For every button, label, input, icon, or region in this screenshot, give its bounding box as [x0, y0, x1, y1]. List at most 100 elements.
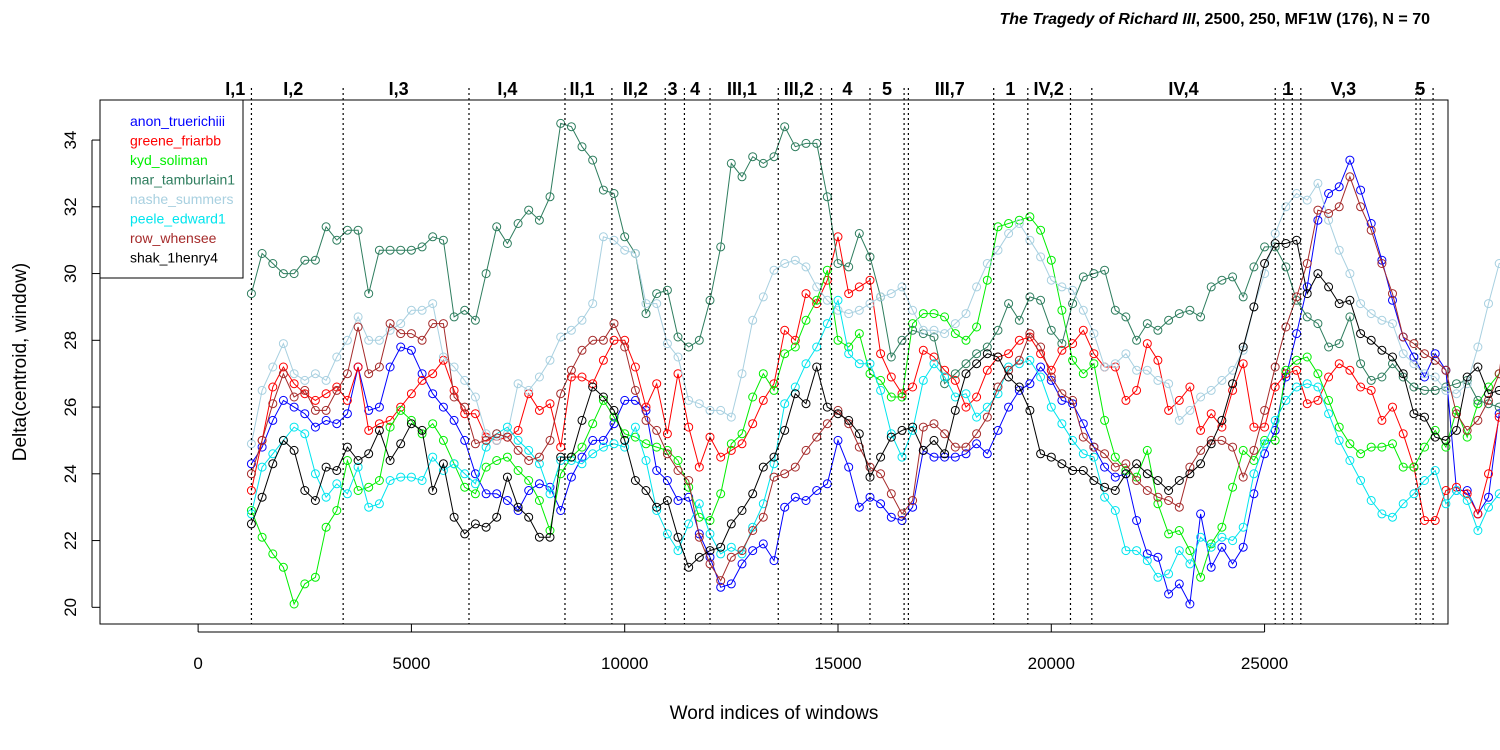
data-point-kyd_soliman-24 [502, 452, 512, 462]
data-point-kyd_soliman-110 [1420, 442, 1429, 452]
data-point-anon_truerichiii-102 [1334, 182, 1344, 192]
data-point-row_whensee-52 [801, 445, 811, 455]
data-point-greene_friarbb-110 [1420, 516, 1429, 525]
data-point-mar_tamburlain1-21 [470, 315, 480, 325]
data-point-kyd_soliman-6 [310, 572, 320, 582]
data-point-mar_tamburlain1-41 [684, 342, 694, 352]
data-point-row_whensee-10 [353, 322, 363, 332]
data-point-peele_edward1-28 [545, 489, 555, 499]
data-point-peele_edward1-89 [1196, 532, 1206, 542]
scene-label-18: 5 [1415, 79, 1425, 99]
data-point-peele_edward1-21 [470, 479, 480, 489]
data-point-anon_truerichiii-80 [1100, 462, 1110, 472]
data-point-mar_tamburlain1-58 [865, 252, 875, 262]
data-point-mar_tamburlain1-5 [300, 255, 310, 265]
data-point-mar_tamburlain1-101 [1324, 342, 1334, 352]
data-point-shak_1henry4-28 [545, 532, 555, 542]
data-point-mar_tamburlain1-35 [620, 232, 630, 242]
data-point-anon_truerichiii-26 [524, 486, 534, 495]
data-point-row_whensee-87 [1174, 502, 1184, 512]
data-point-peele_edward1-14 [396, 472, 406, 482]
data-point-anon_truerichiii-1 [257, 442, 267, 452]
data-point-shak_1henry4-62 [908, 422, 918, 432]
data-point-mar_tamburlain1-75 [1046, 325, 1056, 335]
data-point-nashe_summers-87 [1174, 415, 1184, 425]
data-point-nashe_summers-34 [609, 235, 619, 245]
data-point-mar_tamburlain1-102 [1334, 339, 1344, 349]
data-point-anon_truerichiii-60 [886, 512, 896, 522]
data-point-greene_friarbb-17 [428, 369, 438, 379]
data-point-row_whensee-13 [385, 319, 395, 329]
data-point-row_whensee-47 [748, 526, 758, 535]
data-point-nashe_summers-56 [844, 309, 854, 319]
data-point-mar_tamburlain1-84 [1142, 319, 1152, 329]
data-point-row_whensee-12 [374, 362, 384, 372]
data-point-shak_1henry4-93 [1238, 342, 1248, 352]
data-point-anon_truerichiii-64 [929, 452, 939, 462]
data-point-kyd_soliman-105 [1366, 442, 1376, 452]
data-point-shak_1henry4-11 [364, 449, 374, 459]
data-point-mar_tamburlain1-69 [982, 342, 992, 352]
data-point-greene_friarbb-102 [1334, 359, 1344, 369]
data-point-anon_truerichiii-38 [652, 466, 662, 475]
legend-entry-mar_tamburlain1: mar_tamburlain1 [130, 172, 235, 188]
data-point-row_whensee-45 [726, 552, 736, 562]
data-point-kyd_soliman-89 [1196, 572, 1206, 582]
data-point-shak_1henry4-24 [502, 472, 512, 482]
data-point-row_whensee-105 [1366, 225, 1376, 235]
data-point-mar_tamburlain1-73 [1025, 292, 1035, 302]
data-point-row_whensee-117 [1494, 369, 1500, 379]
data-point-shak_1henry4-77 [1068, 466, 1078, 475]
data-point-peele_edward1-63 [918, 375, 928, 385]
data-point-mar_tamburlain1-16 [417, 242, 427, 252]
data-point-greene_friarbb-79 [1089, 349, 1099, 359]
data-point-mar_tamburlain1-61 [897, 335, 907, 345]
data-point-kyd_soliman-69 [982, 275, 992, 285]
data-point-mar_tamburlain1-15 [406, 245, 416, 255]
data-point-peele_edward1-52 [801, 359, 811, 369]
data-point-anon_truerichiii-107 [1388, 295, 1397, 305]
data-point-kyd_soliman-101 [1324, 395, 1334, 405]
data-point-mar_tamburlain1-8 [332, 235, 342, 245]
data-point-mar_tamburlain1-77 [1068, 299, 1078, 309]
data-point-nashe_summers-16 [417, 305, 427, 315]
data-point-nashe_summers-89 [1196, 392, 1206, 402]
data-point-mar_tamburlain1-47 [748, 152, 758, 162]
data-point-row_whensee-115 [1473, 415, 1483, 425]
x-tick-label-5: 25000 [1241, 654, 1288, 673]
x-axis-title: Word indices of windows [670, 703, 879, 724]
data-point-kyd_soliman-17 [428, 419, 438, 429]
data-point-greene_friarbb-36 [630, 362, 640, 372]
data-point-greene_friarbb-15 [406, 389, 416, 399]
data-point-shak_1henry4-87 [1174, 476, 1184, 485]
data-point-shak_1henry4-82 [1121, 469, 1131, 479]
data-point-peele_edward1-107 [1388, 512, 1397, 522]
data-point-shak_1henry4-83 [1132, 459, 1142, 469]
y-tick-label-5: 30 [61, 264, 80, 283]
data-point-nashe_summers-9 [342, 335, 352, 345]
data-point-kyd_soliman-74 [1036, 225, 1046, 235]
data-point-peele_edward1-29 [556, 456, 566, 465]
data-point-greene_friarbb-85 [1153, 355, 1163, 365]
data-point-nashe_summers-67 [961, 309, 971, 319]
data-point-nashe_summers-21 [470, 392, 480, 402]
data-point-shak_1henry4-75 [1046, 452, 1056, 462]
data-point-shak_1henry4-64 [929, 435, 939, 445]
data-point-peele_edward1-78 [1078, 449, 1088, 459]
data-point-row_whensee-91 [1217, 435, 1227, 445]
data-point-nashe_summers-113 [1452, 389, 1461, 399]
data-point-greene_friarbb-2 [268, 382, 278, 392]
data-point-greene_friarbb-71 [1004, 349, 1014, 359]
data-point-kyd_soliman-99 [1302, 352, 1312, 362]
data-point-anon_truerichiii-45 [726, 579, 736, 589]
data-point-nashe_summers-40 [673, 352, 683, 362]
data-point-mar_tamburlain1-48 [758, 158, 768, 168]
data-point-row_whensee-102 [1334, 202, 1344, 212]
data-point-peele_edward1-18 [438, 466, 448, 475]
data-point-greene_friarbb-82 [1121, 395, 1131, 405]
data-point-row_whensee-107 [1388, 289, 1397, 299]
data-point-kyd_soliman-85 [1153, 499, 1163, 509]
data-point-shak_1henry4-30 [566, 452, 576, 462]
scene-label-4: II,1 [570, 79, 595, 99]
data-point-peele_edward1-80 [1100, 492, 1110, 502]
